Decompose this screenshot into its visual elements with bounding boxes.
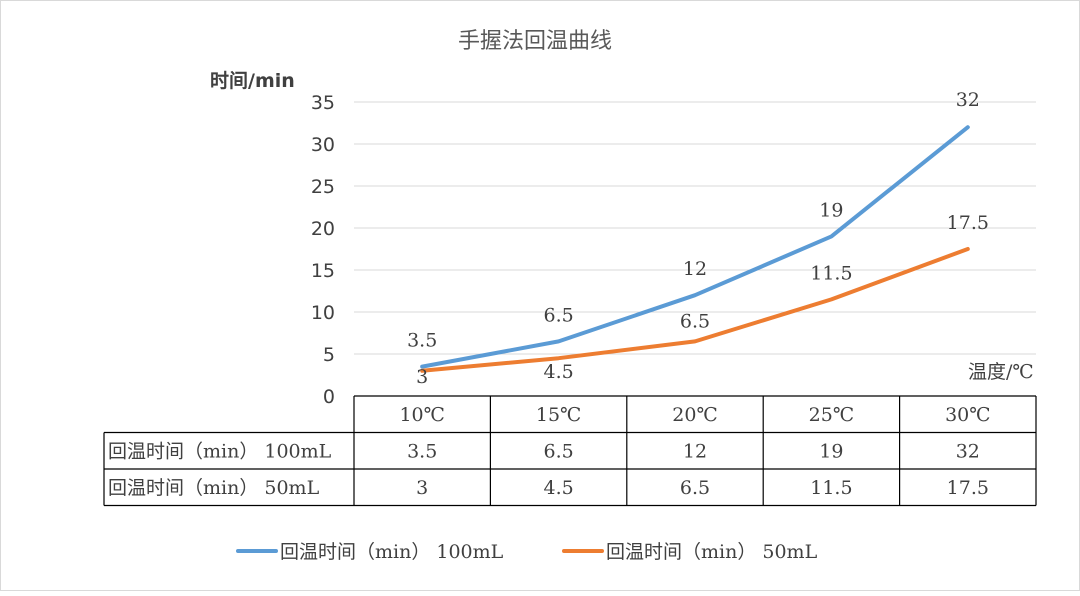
table-cell: 12 xyxy=(683,441,707,463)
data-label: 6.5 xyxy=(680,310,710,332)
data-label: 4.5 xyxy=(543,361,573,383)
data-label: 3 xyxy=(416,366,428,388)
table-cell: 3 xyxy=(416,477,428,499)
y-tick-label: 15 xyxy=(311,260,335,282)
y-tick-label: 30 xyxy=(311,134,335,156)
table-row-label: 回温时间（min） 50mL xyxy=(108,477,320,499)
chart-title: 手握法回温曲线 xyxy=(458,29,612,54)
data-label: 19 xyxy=(819,199,843,221)
table-cell: 3.5 xyxy=(407,441,437,463)
y-tick-label: 35 xyxy=(311,92,335,114)
y-tick-label: 20 xyxy=(311,218,335,240)
legend-label-0: 回温时间（min） 100mL xyxy=(280,541,504,563)
data-label: 3.5 xyxy=(407,330,437,352)
y-tick-label: 25 xyxy=(311,176,335,198)
data-label: 32 xyxy=(956,89,980,111)
table-cell: 32 xyxy=(956,441,980,463)
table-cell: 6.5 xyxy=(680,477,710,499)
x-axis-label: 温度/℃ xyxy=(968,361,1034,383)
y-tick-label: 0 xyxy=(323,386,335,408)
data-label: 11.5 xyxy=(810,262,852,284)
x-tick-label: 20℃ xyxy=(672,404,717,426)
x-tick-label: 30℃ xyxy=(945,404,990,426)
table-cell: 4.5 xyxy=(543,477,573,499)
y-axis-label: 时间/min xyxy=(210,70,295,92)
table-cell: 17.5 xyxy=(947,477,989,499)
x-tick-label: 25℃ xyxy=(809,404,854,426)
data-label: 6.5 xyxy=(543,304,573,326)
y-tick-label: 5 xyxy=(323,344,335,366)
table-cell: 6.5 xyxy=(543,441,573,463)
y-tick-label: 10 xyxy=(311,302,335,324)
x-tick-label: 10℃ xyxy=(399,404,444,426)
data-label: 17.5 xyxy=(947,212,989,234)
table-cell: 11.5 xyxy=(810,477,852,499)
legend-label-1: 回温时间（min） 50mL xyxy=(606,541,818,563)
data-label: 12 xyxy=(683,258,707,280)
x-tick-label: 15℃ xyxy=(536,404,581,426)
table-row-label: 回温时间（min） 100mL xyxy=(108,441,332,463)
table-cell: 19 xyxy=(819,441,843,463)
